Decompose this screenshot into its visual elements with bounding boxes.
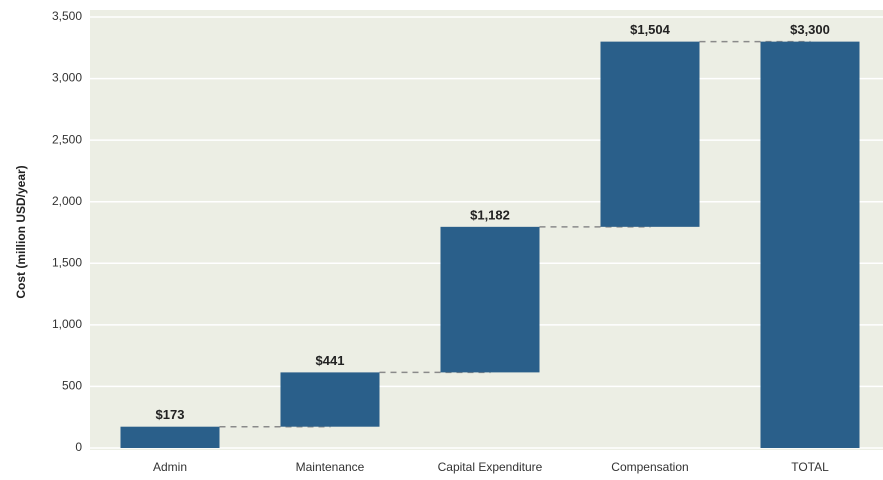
y-tick-label: 1,500 (52, 255, 82, 269)
y-tick-label: 0 (75, 440, 82, 454)
value-label: $3,300 (790, 22, 830, 37)
bar (440, 226, 540, 373)
value-label: $441 (316, 353, 345, 368)
y-tick-label: 3,000 (52, 71, 82, 85)
y-tick-label: 1,000 (52, 317, 82, 331)
bar (280, 372, 380, 427)
y-axis-label: Cost (million USD/year) (14, 165, 28, 298)
x-tick-label: Admin (153, 460, 187, 474)
x-tick-label: Maintenance (296, 460, 365, 474)
y-tick-label: 2,000 (52, 194, 82, 208)
x-tick-label: TOTAL (791, 460, 829, 474)
value-label: $1,182 (470, 207, 510, 222)
bar (120, 426, 220, 448)
bar (600, 41, 700, 227)
y-tick-label: 3,500 (52, 9, 82, 23)
y-tick-label: 2,500 (52, 132, 82, 146)
bar (760, 41, 860, 448)
value-label: $1,504 (630, 22, 671, 37)
x-tick-label: Compensation (611, 460, 688, 474)
value-label: $173 (156, 407, 185, 422)
x-tick-label: Capital Expenditure (438, 460, 543, 474)
y-tick-label: 500 (62, 379, 82, 393)
